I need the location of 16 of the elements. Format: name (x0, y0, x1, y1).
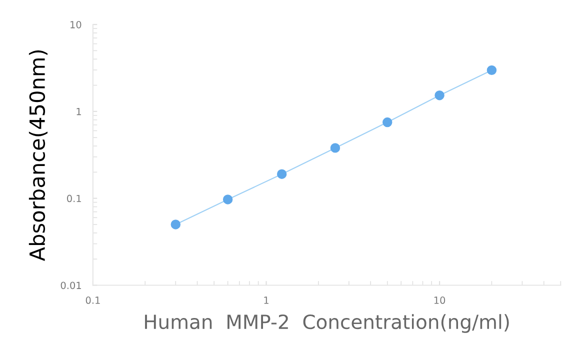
x-tick-label: 0.1 (86, 296, 100, 304)
point (170, 220, 180, 230)
y-tick-label: 0.01 (60, 282, 81, 290)
point (276, 169, 287, 179)
y-axis-title: Absorbance(450nm) (28, 50, 48, 262)
x-axis-title: Human MMP-2 Concentration(ng/ml) (145, 314, 509, 333)
point (486, 65, 497, 76)
x-tick-label: 10 (434, 296, 446, 304)
y-tick-label: 0.1 (67, 194, 81, 202)
point (382, 117, 392, 128)
y-tick-label: 1 (76, 108, 81, 116)
point (330, 143, 340, 153)
y-tick-label: 10 (70, 20, 82, 28)
point (222, 194, 233, 204)
point (434, 90, 444, 100)
x-tick-label: 1 (264, 296, 268, 304)
